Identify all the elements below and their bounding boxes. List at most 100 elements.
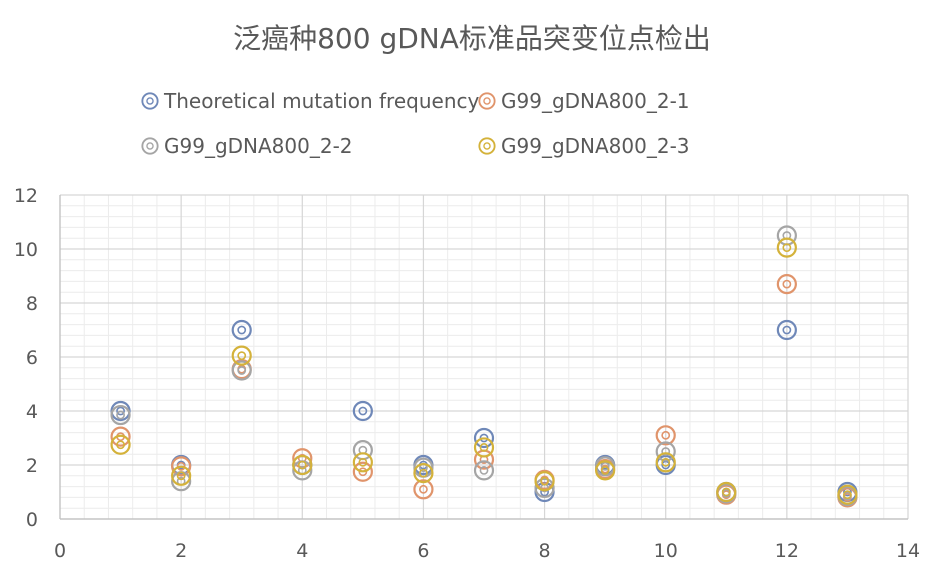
data-point — [776, 237, 797, 258]
marker-outer-ring — [655, 441, 676, 462]
marker-inner-ring — [419, 468, 428, 478]
legend-item: G99_gDNA800_2-1 — [478, 89, 690, 113]
data-point — [231, 360, 252, 381]
marker-outer-ring — [231, 319, 252, 341]
marker-inner-ring — [116, 406, 125, 416]
marker-inner-ring — [540, 476, 549, 486]
y-tick-label: 12 — [14, 185, 38, 207]
marker-inner-ring — [483, 142, 491, 150]
marker-inner-ring — [782, 279, 792, 289]
x-tick-label: 8 — [539, 540, 551, 562]
marker-inner-ring — [479, 433, 489, 443]
y-tick-label: 6 — [26, 347, 38, 369]
legend-label: G99_gDNA800_2-1 — [501, 89, 690, 113]
marker-outer-ring — [473, 460, 495, 481]
marker-inner-ring — [661, 430, 671, 440]
data-point — [473, 460, 495, 481]
axes: 0 2 4 6 8 10 12 14 0 2 4 6 8 10 12 — [14, 185, 920, 562]
marker-outer-ring — [655, 425, 676, 446]
data-point — [231, 345, 252, 366]
marker-outer-ring — [595, 460, 616, 481]
marker-outer-ring — [110, 426, 131, 447]
marker-outer-ring — [413, 463, 434, 484]
marker-inner-ring — [661, 457, 671, 467]
marker-inner-ring — [721, 487, 731, 497]
data-point — [352, 452, 373, 473]
y-tick-label: 10 — [14, 239, 38, 261]
data-point — [534, 471, 555, 492]
marker-outer-ring — [141, 137, 159, 155]
marker-outer-ring — [413, 479, 434, 500]
data-point — [655, 441, 676, 462]
data-point — [171, 456, 192, 477]
marker-inner-ring — [146, 97, 154, 105]
marker-inner-ring — [176, 461, 186, 471]
marker-inner-ring — [146, 142, 154, 150]
data-point — [171, 465, 192, 486]
data-point — [837, 484, 858, 505]
marker-outer-ring — [837, 484, 858, 505]
data-points — [110, 225, 858, 508]
marker-inner-ring — [600, 461, 610, 471]
marker-outer-ring — [478, 92, 496, 110]
y-tick-label: 4 — [26, 401, 38, 423]
legend-marker — [141, 137, 159, 155]
data-point — [352, 461, 373, 482]
y-tick-label: 0 — [26, 509, 38, 531]
data-point — [413, 479, 434, 500]
marker-outer-ring — [478, 137, 496, 155]
marker-outer-ring — [110, 404, 131, 426]
x-tick-label: 4 — [296, 540, 308, 562]
legend-item: G99_gDNA800_2-3 — [478, 134, 690, 158]
legend-marker — [478, 92, 496, 110]
marker-outer-ring — [776, 274, 797, 295]
legend-item: Theoretical mutation frequency — [141, 89, 479, 113]
data-point — [352, 400, 373, 422]
marker-inner-ring — [479, 443, 489, 452]
legend-item: G99_gDNA800_2-2 — [141, 134, 353, 158]
data-point — [595, 460, 616, 481]
x-tick-label: 6 — [417, 540, 429, 562]
data-point — [655, 452, 676, 473]
data-point — [110, 404, 131, 426]
marker-inner-ring — [237, 351, 247, 361]
marker-outer-ring — [141, 92, 159, 110]
marker-inner-ring — [782, 325, 792, 335]
marker-inner-ring — [237, 325, 247, 335]
data-point — [776, 319, 797, 341]
x-tick-label: 12 — [775, 540, 799, 562]
marker-inner-ring — [297, 460, 307, 470]
legend-label: Theoretical mutation frequency — [163, 89, 479, 113]
data-point — [473, 437, 495, 458]
data-point — [231, 319, 252, 341]
marker-outer-ring — [352, 452, 373, 473]
legend: Theoretical mutation frequency G99_gDNA80… — [141, 89, 690, 158]
marker-inner-ring — [483, 97, 491, 105]
marker-inner-ring — [358, 406, 368, 416]
marker-outer-ring — [473, 427, 495, 449]
marker-inner-ring — [116, 440, 125, 450]
data-point — [655, 425, 676, 446]
data-point — [110, 434, 131, 455]
legend-marker — [141, 92, 159, 110]
marker-outer-ring — [231, 345, 252, 366]
marker-outer-ring — [110, 434, 131, 455]
marker-inner-ring — [843, 490, 852, 500]
marker-outer-ring — [534, 477, 555, 499]
marker-inner-ring — [176, 471, 186, 481]
marker-outer-ring — [171, 456, 192, 477]
data-point — [776, 274, 797, 295]
x-tick-label: 10 — [654, 540, 678, 562]
data-point — [716, 481, 737, 503]
legend-label: G99_gDNA800_2-2 — [164, 134, 353, 158]
marker-outer-ring — [534, 471, 555, 492]
marker-inner-ring — [237, 366, 247, 375]
marker-outer-ring — [231, 360, 252, 381]
marker-outer-ring — [473, 437, 495, 458]
marker-inner-ring — [116, 410, 125, 420]
marker-outer-ring — [352, 461, 373, 482]
x-tick-label: 2 — [175, 540, 187, 562]
marker-outer-ring — [171, 465, 192, 486]
